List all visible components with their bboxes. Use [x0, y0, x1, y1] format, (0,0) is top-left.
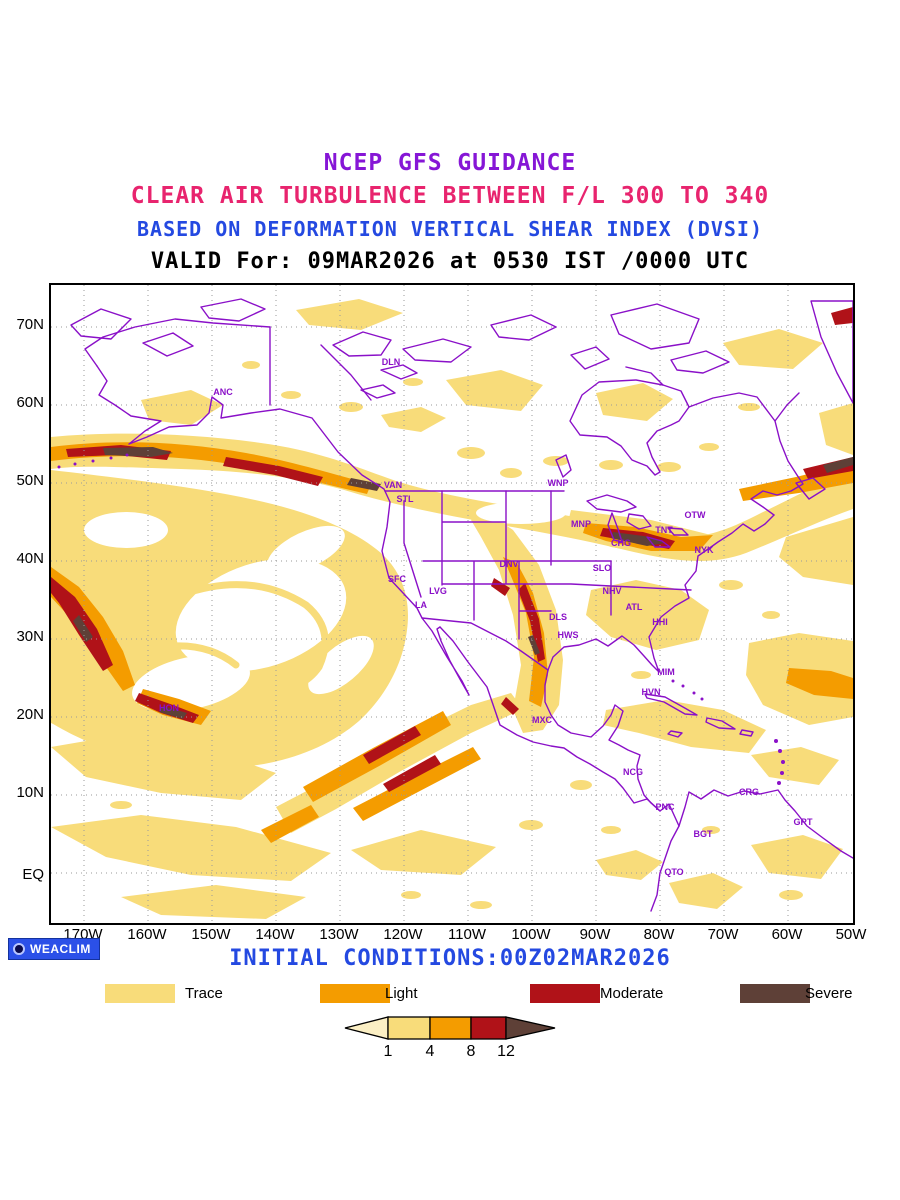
lake-michigan — [607, 512, 623, 543]
lake-superior — [586, 494, 637, 513]
legend-label-moderate: Moderate — [600, 985, 664, 1002]
y-tick-20n: 20N — [16, 706, 44, 723]
scale-seg-light — [429, 1016, 472, 1040]
hudson-bay — [569, 379, 690, 476]
weaclim-logo-text: WEACLIM — [30, 942, 91, 956]
trace-speckles — [110, 361, 803, 909]
x-tick-110w: 110W — [447, 926, 487, 943]
title-line-3: BASED ON DEFORMATION VERTICAL SHEAR INDE… — [137, 217, 763, 241]
legend-swatch-light — [320, 984, 390, 1003]
cuba — [644, 693, 698, 716]
y-tick-eq: EQ — [22, 866, 44, 883]
title-line-4: VALID For: 09MAR2026 at 0530 IST /0000 U… — [150, 249, 750, 274]
y-tick-70n: 70N — [16, 316, 44, 333]
puerto-rico — [739, 729, 754, 737]
turbulence-map: ANC DLN VAN STL WNP MNP OTW TNT CHG NYK … — [49, 283, 855, 925]
x-tick-90w: 90W — [579, 926, 611, 943]
alaska-north-coast — [84, 318, 271, 367]
x-tick-160w: 160W — [127, 926, 167, 943]
x-tick-120w: 120W — [383, 926, 423, 943]
title-line-2: CLEAR AIR TURBULENCE BETWEEN F/L 300 TO … — [130, 183, 770, 209]
hispaniola — [705, 717, 736, 730]
legend-label-trace: Trace — [185, 985, 223, 1002]
y-tick-10n: 10N — [16, 784, 44, 801]
x-tick-60w: 60W — [771, 926, 803, 943]
scale-seg-trace — [387, 1016, 431, 1040]
color-scale-bar — [344, 1016, 556, 1040]
small-islands — [57, 453, 785, 785]
lake-huron — [626, 513, 652, 530]
y-tick-60n: 60N — [16, 394, 44, 411]
x-tick-50w: 50W — [835, 926, 867, 943]
us-mexico-border — [421, 617, 549, 671]
jamaica — [667, 730, 683, 738]
x-tick-70w: 70W — [707, 926, 739, 943]
x-tick-150w: 150W — [191, 926, 231, 943]
state-borders — [403, 490, 692, 640]
y-tick-50n: 50N — [16, 472, 44, 489]
mexico-trace-band — [471, 510, 563, 733]
canada-lakes — [360, 364, 572, 478]
scale-right-arrow — [505, 1016, 556, 1040]
weaclim-globe-icon — [13, 943, 25, 955]
severe-turbulence-areas — [73, 447, 853, 719]
west-coast — [96, 365, 470, 696]
x-tick-140w: 140W — [255, 926, 295, 943]
legend-label-severe: Severe — [805, 985, 853, 1002]
arctic-islands — [70, 298, 730, 374]
x-tick-130w: 130W — [319, 926, 359, 943]
scale-seg-moderate — [470, 1016, 507, 1040]
greenland — [810, 300, 853, 404]
title-line-1: NCEP GFS GUIDANCE — [323, 150, 577, 176]
mackenzie-river — [320, 344, 372, 401]
spiral-arms — [142, 581, 329, 694]
legend-swatch-trace — [105, 984, 175, 1003]
initial-conditions-text: INITIAL CONDITIONS:00Z02MAR2026 — [229, 946, 671, 971]
y-tick-40n: 40N — [16, 550, 44, 567]
scale-left-arrow — [344, 1016, 389, 1040]
trace-turbulence-areas — [51, 299, 853, 919]
scale-value-1: 1 — [383, 1043, 393, 1060]
gulf-atlantic-coast — [547, 514, 775, 673]
legend-swatch-moderate — [530, 984, 600, 1003]
hudson-strait — [688, 392, 776, 422]
newfoundland — [795, 477, 826, 500]
mexico-gulf-coast — [544, 669, 661, 812]
legend-swatch-severe — [740, 984, 810, 1003]
south-america-coast — [678, 789, 853, 859]
scale-value-8: 8 — [466, 1043, 476, 1060]
scale-value-4: 4 — [425, 1043, 435, 1060]
x-tick-100w: 100W — [511, 926, 551, 943]
scale-value-12: 12 — [497, 1043, 515, 1060]
coastlines — [70, 298, 853, 912]
legend-label-light: Light — [385, 985, 418, 1002]
weaclim-logo-badge: WEACLIM — [8, 938, 100, 960]
x-tick-80w: 80W — [643, 926, 675, 943]
lake-ontario — [667, 527, 689, 536]
lake-erie — [646, 536, 671, 548]
mexico-pacific-coast — [439, 626, 680, 912]
y-tick-30n: 30N — [16, 628, 44, 645]
map-canvas — [51, 285, 853, 923]
